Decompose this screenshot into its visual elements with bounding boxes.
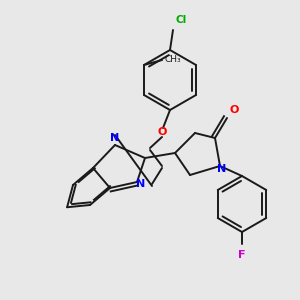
Text: N: N <box>110 133 120 143</box>
Text: O: O <box>157 127 167 137</box>
Text: Cl: Cl <box>175 15 186 25</box>
Text: O: O <box>229 105 238 115</box>
Text: N: N <box>218 164 226 174</box>
Text: F: F <box>238 250 246 260</box>
Text: N: N <box>136 179 146 189</box>
Text: CH₃: CH₃ <box>164 56 181 64</box>
